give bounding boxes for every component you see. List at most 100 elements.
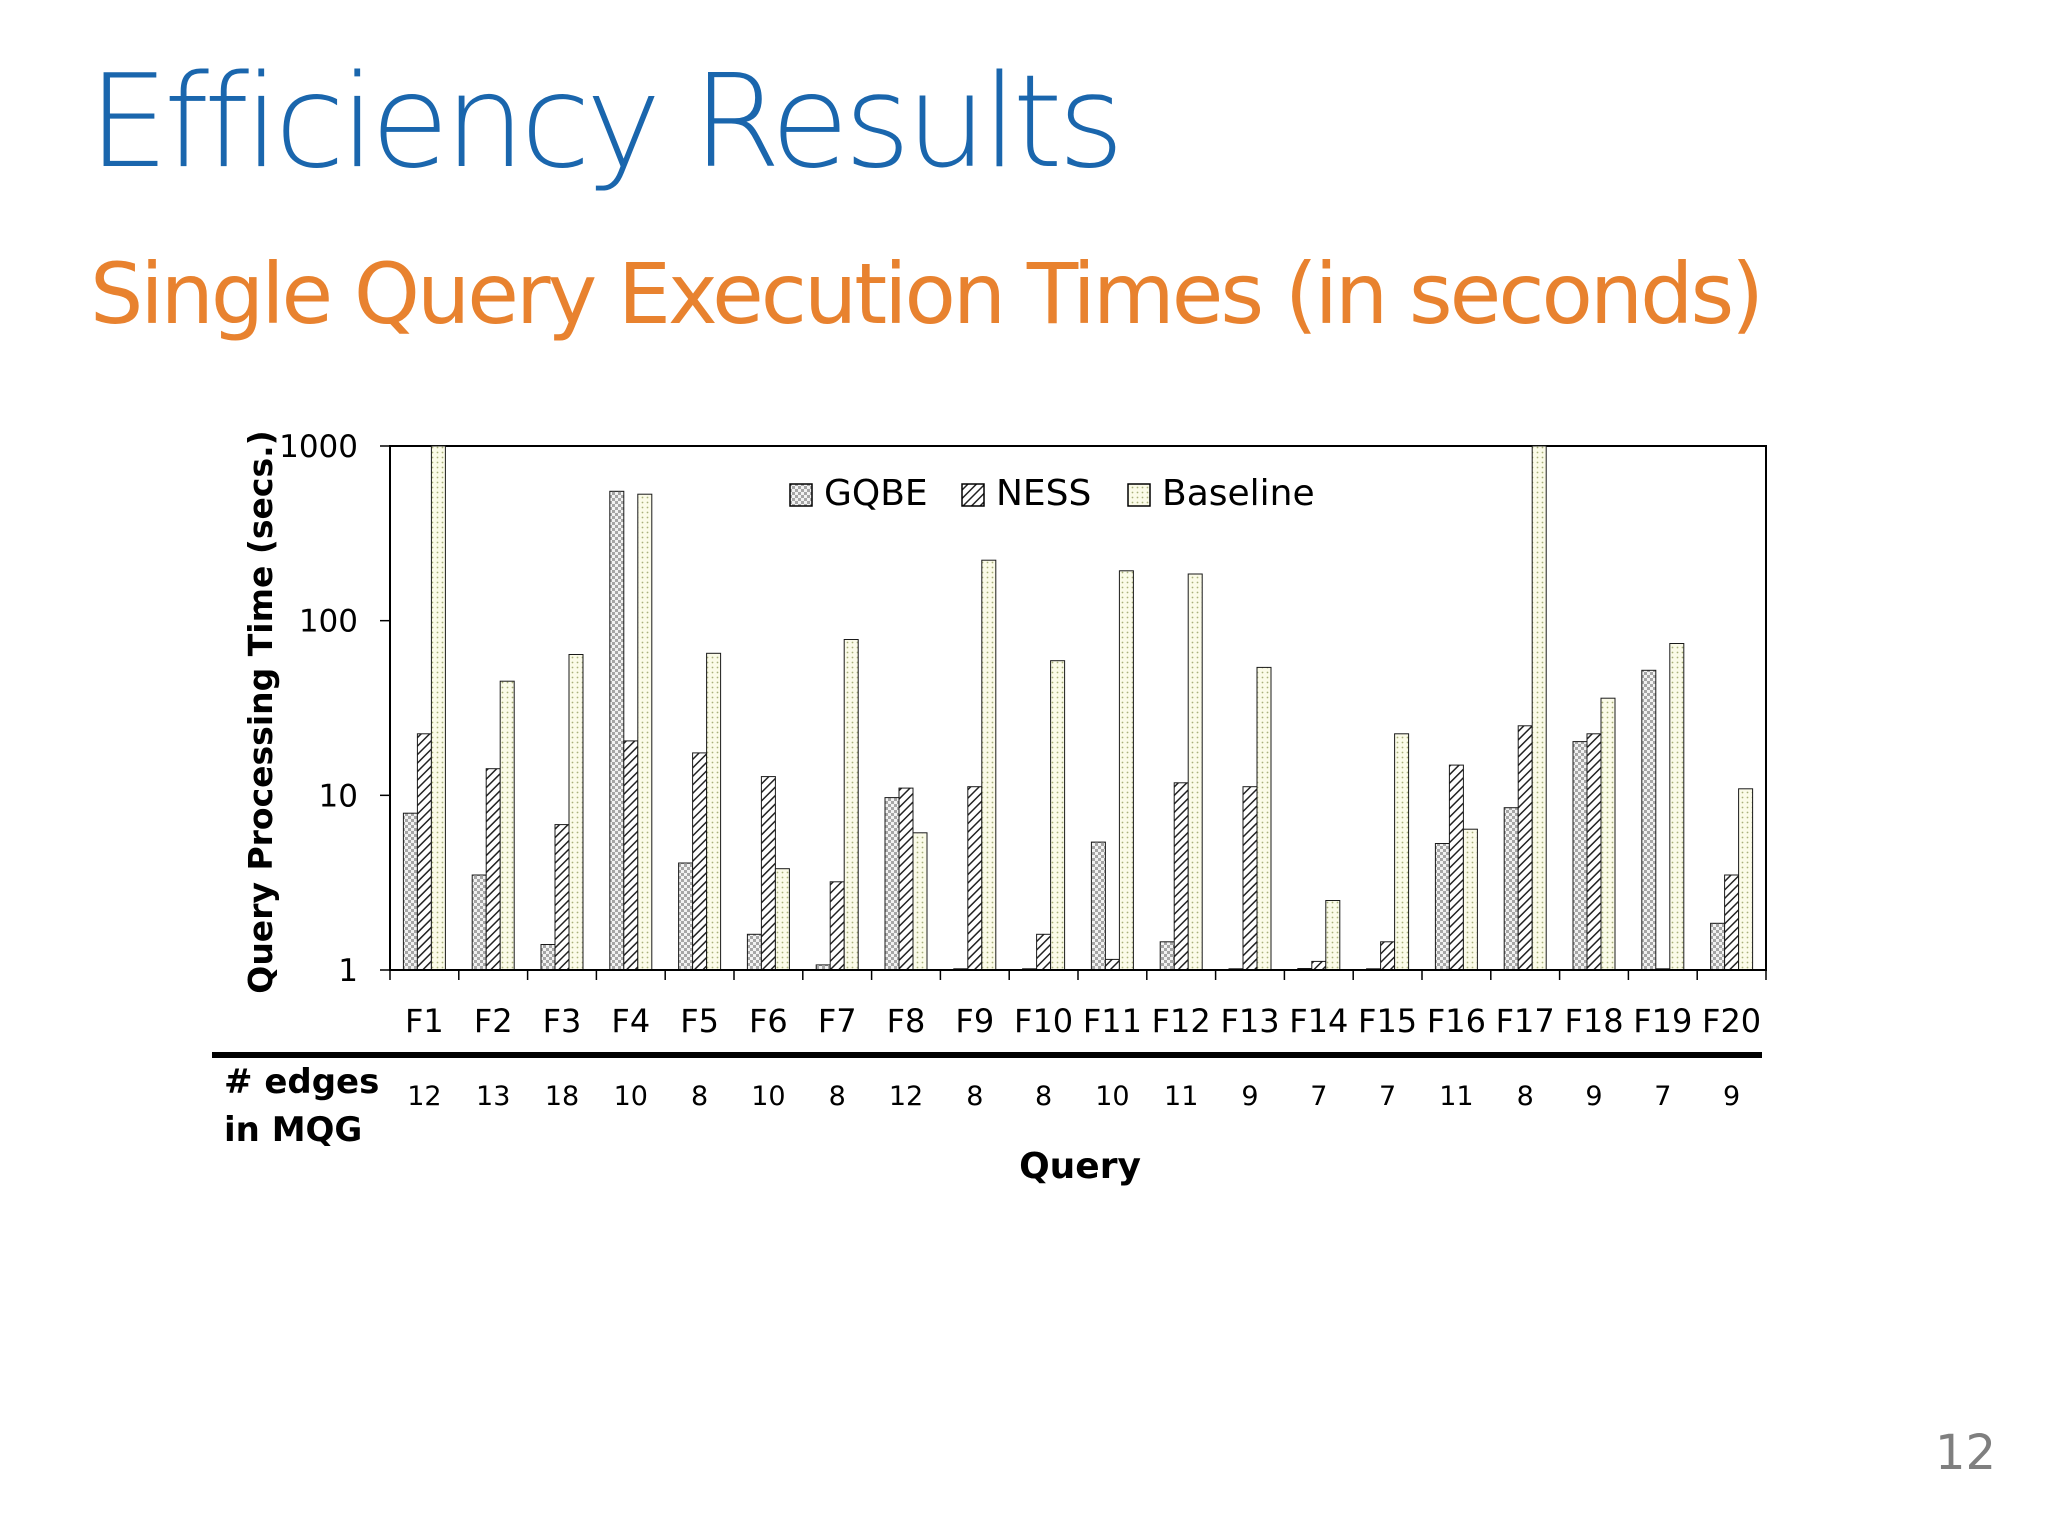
legend-label-baseline: Baseline [1162, 473, 1315, 514]
bar-ness-f3 [554, 824, 570, 971]
bar-gqbe-f5 [678, 862, 694, 971]
x-tick-label: F17 [1496, 1002, 1555, 1040]
bar-gqbe-f8 [884, 797, 900, 971]
x-tick-label: F16 [1427, 1002, 1486, 1040]
x-tick-label: F10 [1014, 1002, 1073, 1040]
bar-ness-f11 [1104, 958, 1120, 971]
bar-ness-f7 [829, 881, 845, 971]
bar-baseline-f19 [1669, 643, 1685, 971]
table-cell-edges: 10 [614, 1081, 648, 1112]
legend-swatch-ness [961, 483, 985, 507]
bar-baseline-f20 [1738, 788, 1754, 971]
table-cell-edges: 7 [1310, 1081, 1327, 1112]
table-cell-edges: 18 [545, 1081, 579, 1112]
bar-ness-f8 [898, 787, 914, 971]
bar-ness-f6 [760, 776, 776, 971]
bar-gqbe-f17 [1503, 807, 1519, 971]
bar-ness-f18 [1586, 733, 1602, 971]
bar-baseline-f7 [843, 639, 859, 971]
table-cell-edges: 9 [1585, 1081, 1602, 1112]
table-cell-edges: 10 [751, 1081, 785, 1112]
bar-ness-f5 [692, 752, 708, 971]
legend-label-ness: NESS [996, 473, 1091, 514]
bar-gqbe-f2 [471, 874, 487, 971]
bar-baseline-f5 [706, 652, 722, 971]
bar-baseline-f8 [912, 832, 928, 971]
legend: GQBE NESS Baseline [789, 473, 1315, 514]
bar-baseline-f17 [1531, 445, 1547, 971]
table-cell-edges: 7 [1379, 1081, 1396, 1112]
x-tick-label: F14 [1289, 1002, 1348, 1040]
x-tick-label: F7 [818, 1002, 857, 1040]
bar-baseline-f2 [499, 680, 515, 971]
bar-gqbe-f18 [1572, 741, 1588, 971]
bar-baseline-f11 [1118, 570, 1134, 971]
bar-baseline-f4 [637, 493, 653, 971]
bar-gqbe-f12 [1159, 941, 1175, 971]
y-tick-label: 1 [338, 953, 358, 989]
x-tick-label: F3 [543, 1002, 582, 1040]
slide-title: Efficiency Results [88, 48, 1124, 197]
y-tick-label: 1000 [279, 429, 358, 465]
bar-gqbe-f11 [1090, 841, 1106, 971]
x-tick-label: F12 [1152, 1002, 1211, 1040]
bar-baseline-f9 [981, 559, 997, 971]
x-tick-label: F1 [405, 1002, 444, 1040]
bar-gqbe-f20 [1710, 922, 1726, 971]
bar-baseline-f6 [774, 868, 790, 971]
table-cell-edges: 13 [476, 1081, 510, 1112]
bar-ness-f12 [1173, 782, 1189, 971]
table-cell-edges: 10 [1095, 1081, 1129, 1112]
y-axis-label: Query Processing Time (secs.) [241, 430, 280, 993]
page-number: 12 [1935, 1425, 1997, 1481]
bar-ness-f17 [1517, 725, 1533, 971]
x-tick-label: F4 [611, 1002, 650, 1040]
bar-ness-f16 [1448, 764, 1464, 971]
x-tick-label: F11 [1083, 1002, 1142, 1040]
table-row-label-line-1: # edges [224, 1062, 379, 1102]
slide-subtitle: Single Query Execution Times (in seconds… [90, 245, 1764, 343]
bar-gqbe-f1 [402, 812, 418, 971]
x-tick-label: F6 [749, 1002, 788, 1040]
x-tick-label: F19 [1633, 1002, 1692, 1040]
bar-baseline-f15 [1394, 733, 1410, 971]
y-tick-label: 10 [319, 778, 358, 814]
x-axis-label: Query [1019, 1146, 1141, 1187]
table-row-label: # edges in MQG [224, 1062, 391, 1150]
table-cell-edges: 8 [829, 1081, 846, 1112]
bar-gqbe-f19 [1641, 669, 1657, 971]
bar-baseline-f18 [1600, 697, 1616, 971]
legend-label-gqbe: GQBE [824, 473, 928, 514]
bar-ness-f13 [1242, 786, 1258, 971]
y-tick-label: 100 [299, 604, 358, 640]
bar-baseline-f3 [568, 654, 584, 971]
x-tick-label: F18 [1564, 1002, 1623, 1040]
table-cell-edges: 9 [1241, 1081, 1258, 1112]
table-row-label-line-2: in MQG [224, 1110, 362, 1150]
bar-gqbe-f4 [609, 490, 625, 971]
table-cell-edges: 8 [966, 1081, 983, 1112]
x-tick-label: F20 [1702, 1002, 1761, 1040]
x-tick-label: F2 [474, 1002, 513, 1040]
bar-baseline-f10 [1050, 660, 1066, 971]
bar-ness-f1 [416, 733, 432, 971]
table-cell-edges: 8 [1035, 1081, 1052, 1112]
bar-ness-f10 [1036, 933, 1052, 971]
bar-ness-f9 [967, 786, 983, 971]
legend-swatch-gqbe [789, 483, 813, 507]
bar-baseline-f13 [1256, 666, 1272, 971]
bar-gqbe-f6 [746, 933, 762, 971]
table-cell-edges: 7 [1654, 1081, 1671, 1112]
bar-ness-f4 [623, 740, 639, 971]
x-tick-label: F15 [1358, 1002, 1417, 1040]
bar-baseline-f12 [1187, 573, 1203, 971]
legend-swatch-baseline [1127, 483, 1151, 507]
table-cell-edges: 11 [1164, 1081, 1198, 1112]
bar-ness-f2 [485, 768, 501, 971]
table-cell-edges: 12 [407, 1081, 441, 1112]
bar-ness-f14 [1311, 960, 1327, 971]
table-cell-edges: 11 [1439, 1081, 1473, 1112]
bar-gqbe-f3 [540, 944, 556, 971]
x-tick-label: F8 [887, 1002, 926, 1040]
